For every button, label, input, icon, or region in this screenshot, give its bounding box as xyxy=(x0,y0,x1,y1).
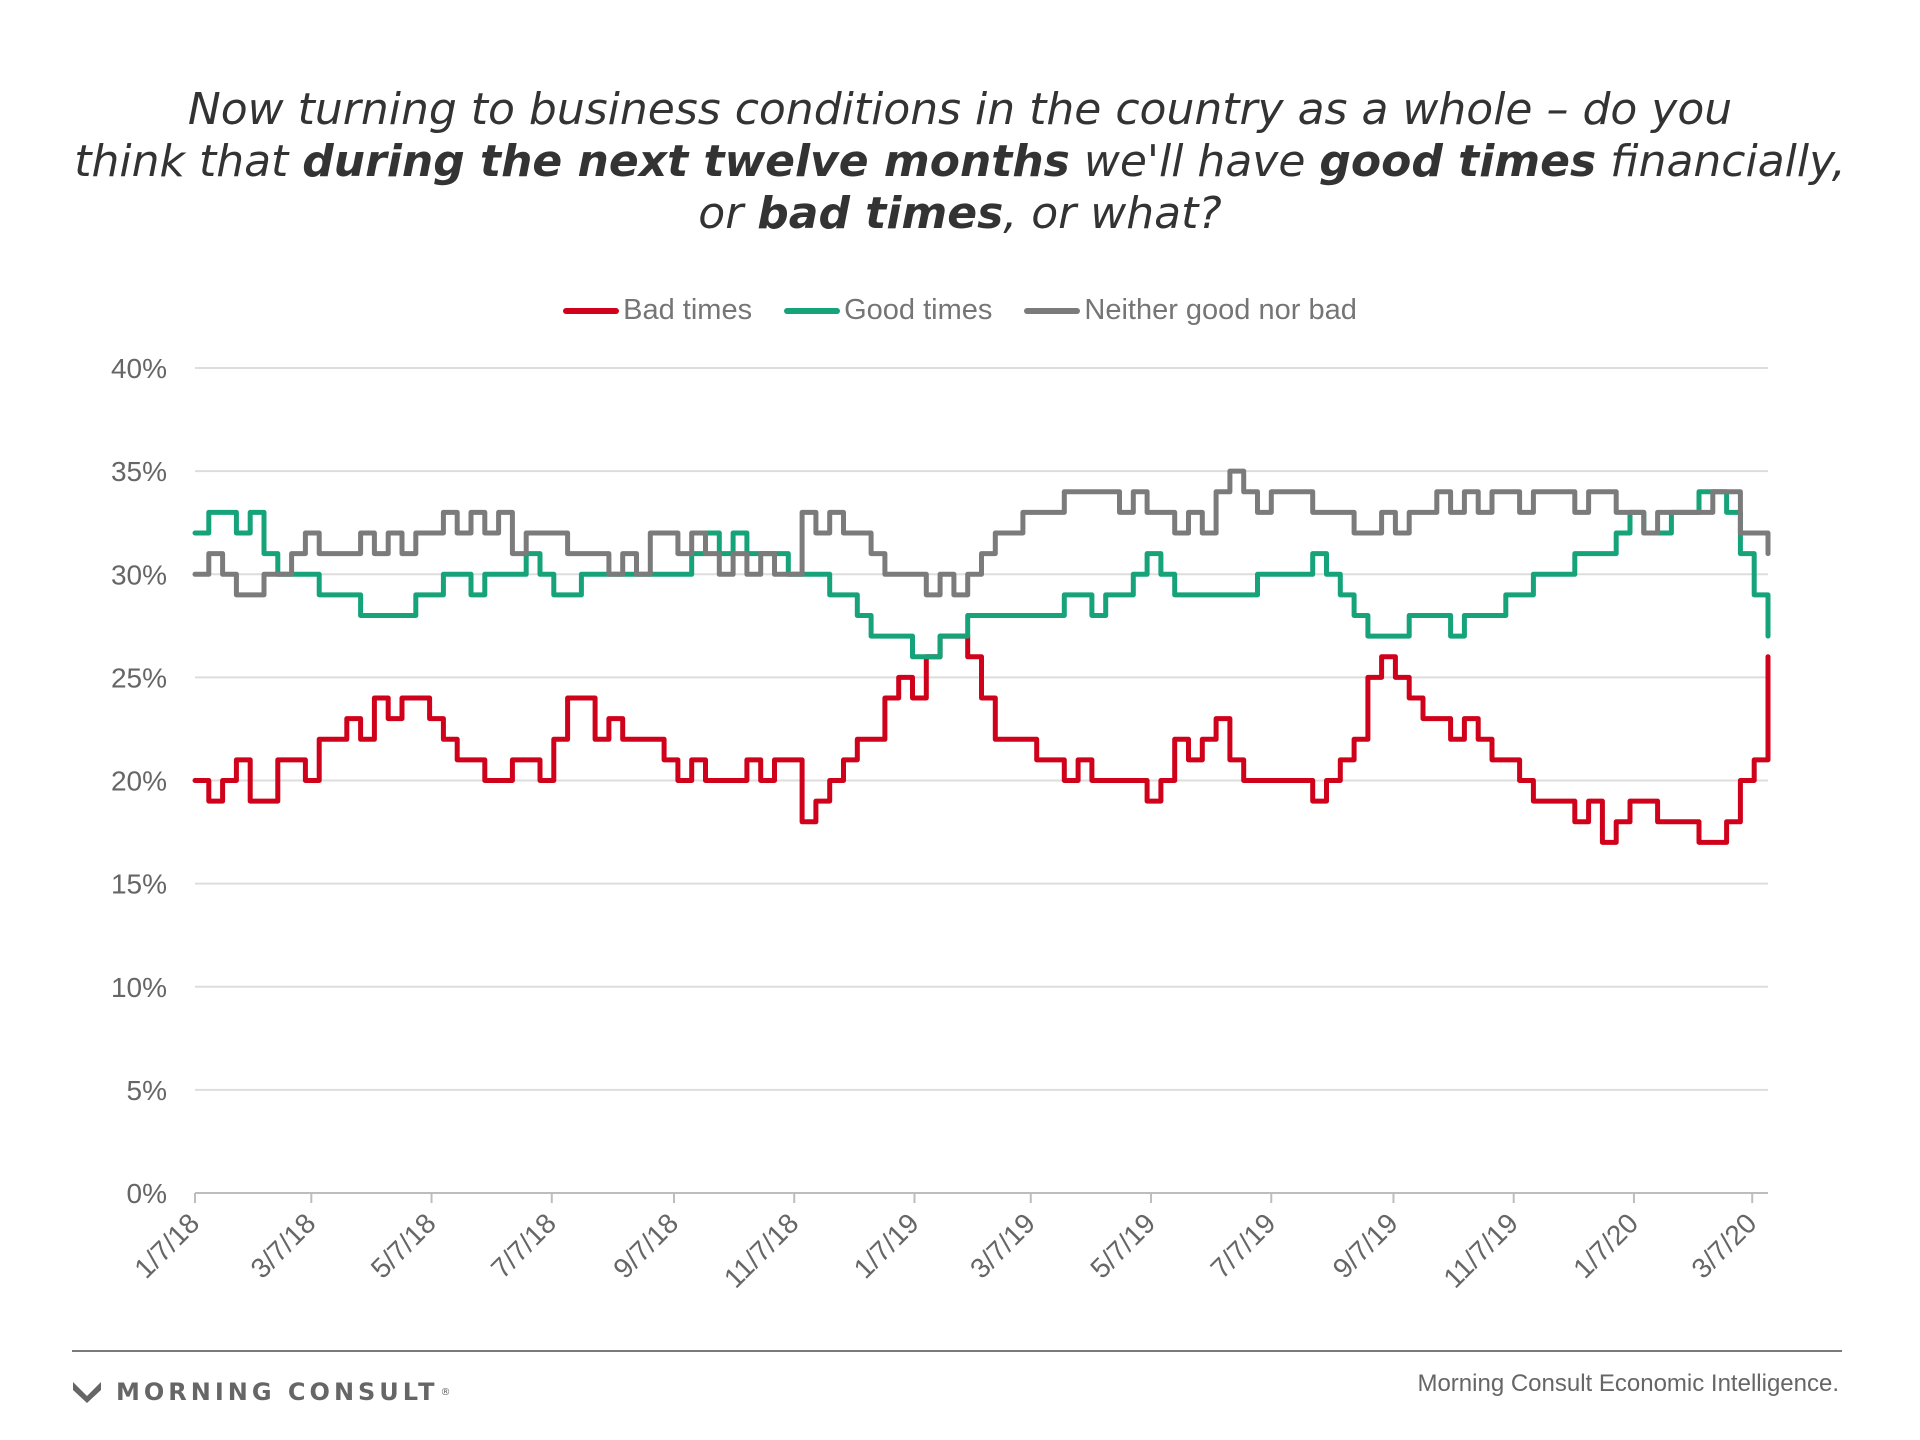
legend-swatch-neither xyxy=(1024,307,1081,314)
title-emphasis: good times xyxy=(1319,136,1597,187)
footer-divider xyxy=(72,1350,1842,1352)
x-tick-label: 9/7/18 xyxy=(607,1207,684,1284)
x-tick-label: 3/7/20 xyxy=(1685,1207,1762,1284)
brand-logo: MORNING CONSULT ® xyxy=(72,1378,451,1406)
title-line-2: think that during the next twelve months… xyxy=(0,136,1920,188)
x-tick-label: 5/7/19 xyxy=(1084,1207,1161,1284)
x-tick-label: 1/7/20 xyxy=(1567,1207,1644,1284)
x-tick-label: 11/7/18 xyxy=(718,1207,805,1294)
legend-label-bad: Bad times xyxy=(623,294,753,326)
legend-item-good[interactable]: Good times xyxy=(784,294,992,327)
y-tick-label: 35% xyxy=(111,456,167,487)
title-text: or xyxy=(698,188,758,239)
chart-title: Now turning to business conditions in th… xyxy=(0,84,1920,240)
x-axis: 1/7/18 3/7/18 5/7/18 7/7/18 9/7/18 11/7/18 1/7… xyxy=(128,1193,1762,1294)
x-tick-label: 7/7/19 xyxy=(1205,1207,1282,1284)
x-tick-label: 7/7/18 xyxy=(485,1207,562,1284)
y-tick-label: 25% xyxy=(111,662,167,693)
x-tick-label: 1/7/19 xyxy=(848,1207,925,1284)
y-tick-label: 5% xyxy=(127,1075,167,1106)
y-tick-label: 40% xyxy=(111,353,167,384)
title-text: think that xyxy=(74,136,303,187)
brand-mark: ® xyxy=(440,1386,451,1398)
series-line-bad xyxy=(192,633,1771,845)
x-tick-label: 3/7/18 xyxy=(245,1207,322,1284)
brand-name: MORNING CONSULT xyxy=(116,1378,439,1406)
legend-swatch-good xyxy=(784,307,841,314)
legend-label-good: Good times xyxy=(844,294,993,326)
legend-label-neither: Neither good nor bad xyxy=(1084,294,1357,326)
title-emphasis: bad times xyxy=(757,188,1004,239)
source-note: Morning Consult Economic Intelligence. xyxy=(1417,1370,1839,1397)
y-tick-label: 15% xyxy=(111,869,167,900)
y-tick-label: 10% xyxy=(111,972,167,1003)
x-tick-label: 5/7/18 xyxy=(365,1207,442,1284)
title-text: we'll have xyxy=(1069,136,1320,187)
title-text: Now turning to business conditions in th… xyxy=(187,84,1733,135)
chart-legend: Bad times Good times Neither good nor ba… xyxy=(0,294,1920,327)
title-emphasis: during the next twelve months xyxy=(302,136,1070,187)
y-tick-label: 20% xyxy=(111,766,167,797)
x-tick-label: 11/7/19 xyxy=(1437,1207,1524,1294)
x-tick-label: 9/7/19 xyxy=(1327,1207,1404,1284)
morning-consult-logo-icon xyxy=(73,1382,101,1403)
series-line-good xyxy=(192,489,1771,660)
legend-item-bad[interactable]: Bad times xyxy=(563,294,752,327)
title-text: , or what? xyxy=(1003,188,1222,239)
series-line-neither xyxy=(192,468,1771,598)
y-tick-label: 0% xyxy=(127,1178,167,1209)
y-tick-label: 30% xyxy=(111,559,167,590)
series-lines xyxy=(192,468,1771,845)
legend-swatch-bad xyxy=(563,307,620,314)
grid-lines xyxy=(195,367,1768,1194)
x-tick-label: 3/7/19 xyxy=(964,1207,1041,1284)
title-text: financially, xyxy=(1596,136,1846,187)
x-tick-label: 1/7/18 xyxy=(128,1207,205,1284)
title-line-1: Now turning to business conditions in th… xyxy=(0,84,1920,136)
legend-item-neither[interactable]: Neither good nor bad xyxy=(1024,294,1357,327)
y-axis-ticks: 0% 5% 10% 15% 20% 25% 30% 35% 40% xyxy=(111,353,167,1209)
title-line-3: or bad times, or what? xyxy=(0,188,1920,240)
